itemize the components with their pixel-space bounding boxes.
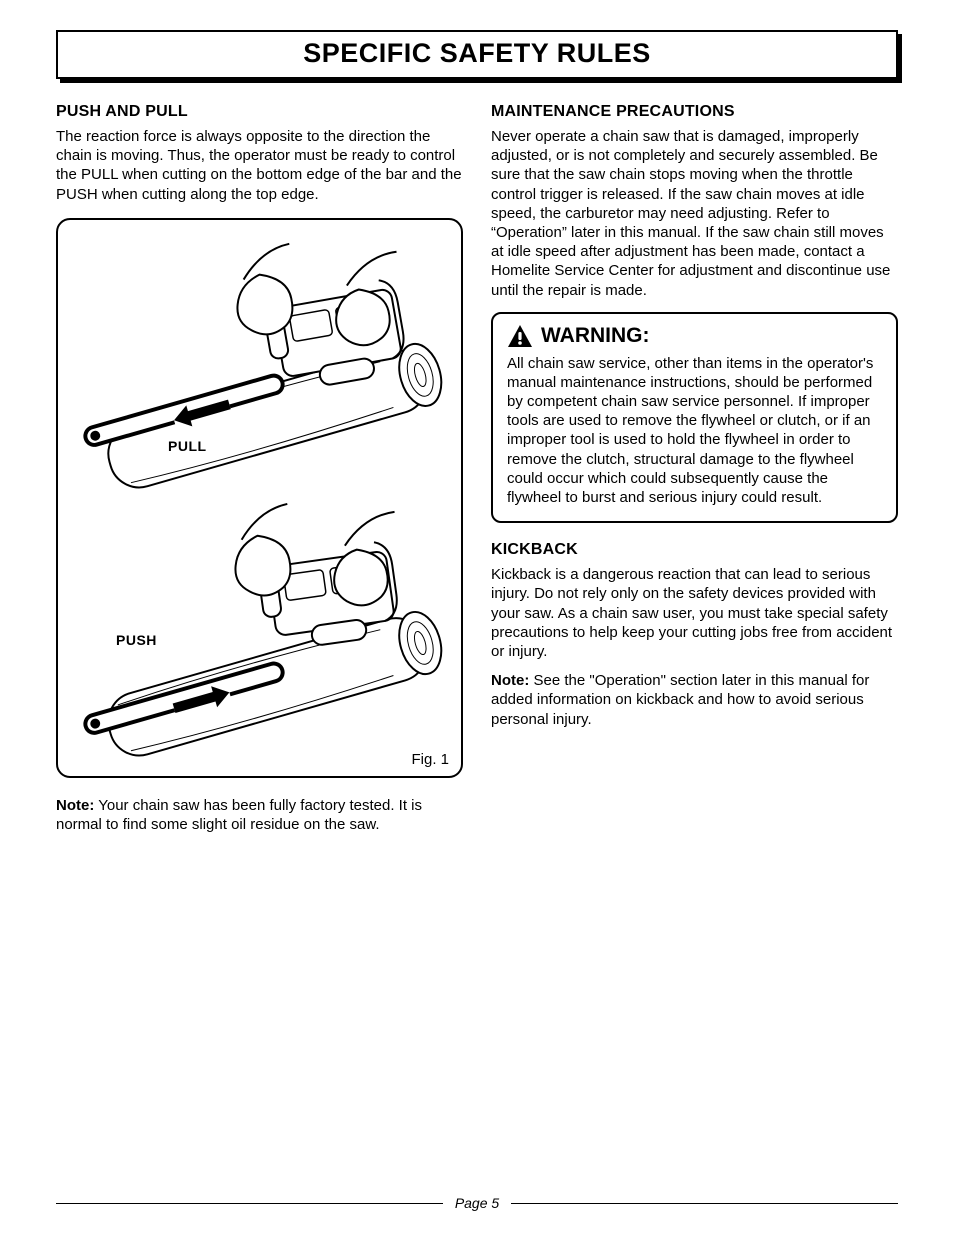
warning-triangle-icon: [507, 324, 533, 348]
warning-box: WARNING: All chain saw service, other th…: [491, 312, 898, 524]
kickback-heading: KICKBACK: [491, 541, 898, 559]
page-title-box: SPECIFIC SAFETY RULES: [56, 30, 898, 79]
right-column: MAINTENANCE PRECAUTIONS Never operate a …: [491, 103, 898, 844]
figure-1-box: PULL PUSH Fig. 1: [56, 218, 463, 778]
left-column: PUSH AND PULL The reaction force is alwa…: [56, 103, 463, 844]
note-text: Your chain saw has been fully factory te…: [56, 797, 422, 833]
kickback-note-label: Note:: [491, 672, 529, 689]
factory-test-note: Note: Your chain saw has been fully fact…: [56, 796, 463, 834]
push-pull-heading: PUSH AND PULL: [56, 103, 463, 121]
kickback-note: Note: See the "Operation" section later …: [491, 671, 898, 729]
footer-rule-left: [56, 1203, 443, 1204]
figure-pull-label: PULL: [168, 438, 207, 454]
kickback-paragraph-1: Kickback is a dangerous reaction that ca…: [491, 565, 898, 661]
push-pull-paragraph: The reaction force is always opposite to…: [56, 127, 463, 204]
warning-header: WARNING:: [507, 324, 882, 348]
page-footer: Page 5: [56, 1195, 898, 1211]
figure-push-label: PUSH: [116, 632, 157, 648]
figure-1-illustration: [58, 220, 461, 776]
warning-text: All chain saw service, other than items …: [507, 354, 882, 508]
note-label: Note:: [56, 797, 94, 814]
maintenance-heading: MAINTENANCE PRECAUTIONS: [491, 103, 898, 121]
page-number: Page 5: [455, 1195, 499, 1211]
figure-caption: Fig. 1: [411, 751, 449, 768]
maintenance-paragraph: Never operate a chain saw that is damage…: [491, 127, 898, 300]
warning-title: WARNING:: [541, 324, 650, 348]
two-column-layout: PUSH AND PULL The reaction force is alwa…: [56, 103, 898, 844]
kickback-note-text: See the "Operation" section later in thi…: [491, 672, 869, 727]
footer-rule-right: [511, 1203, 898, 1204]
page-title: SPECIFIC SAFETY RULES: [58, 38, 896, 69]
